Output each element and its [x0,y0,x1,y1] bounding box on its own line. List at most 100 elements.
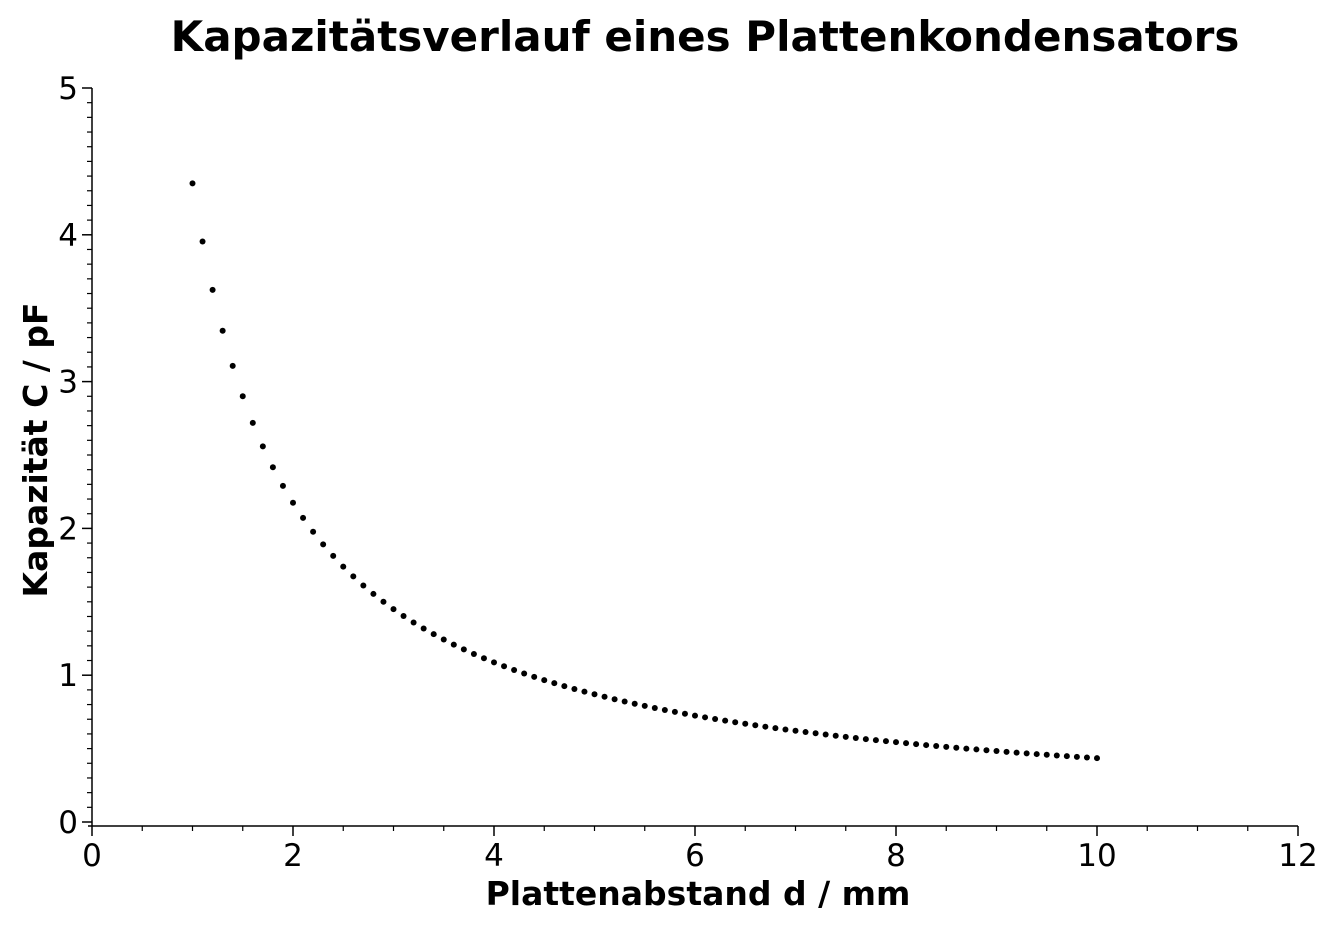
data-point [1094,755,1100,762]
data-point [692,712,698,719]
x-tick-label: 2 [283,838,303,874]
data-point [782,726,789,733]
data-point [832,732,839,739]
data-point [681,710,688,717]
data-point [842,733,849,740]
data-point [752,722,759,729]
data-point [993,748,1000,755]
data-point [541,677,548,684]
chart-title: Kapazitätsverlauf eines Plattenkondensat… [170,12,1240,61]
data-point [1013,749,1020,756]
data-point [742,720,749,727]
data-point [913,741,920,748]
data-point [501,663,508,670]
data-point [732,719,739,726]
data-point [872,737,879,744]
data-point [480,655,487,662]
data-point [400,613,407,620]
data-point [651,704,658,711]
data-point [802,729,809,736]
data-point [702,714,709,721]
data-point [269,464,276,471]
data-point [1053,752,1060,759]
data-point [983,747,990,754]
data-point [229,362,236,369]
x-tick-label: 12 [1278,838,1317,874]
data-point [581,688,588,695]
x-tick-label: 4 [484,838,504,874]
data-point [923,742,930,749]
data-point [511,666,518,673]
y-tick-label: 5 [58,71,78,107]
y-tick-label: 1 [58,658,78,694]
data-point [712,716,719,723]
data-point [661,706,668,713]
data-point [430,631,437,638]
y-tick-label: 4 [58,218,78,254]
x-tick-label: 8 [886,838,906,874]
data-point [199,238,206,245]
data-point [591,691,598,698]
data-point [1063,753,1070,760]
data-point [320,541,327,548]
data-point [450,641,457,648]
y-tick-label: 2 [58,511,78,547]
data-point [1083,754,1090,761]
data-point [219,327,226,334]
data-point [531,673,538,680]
data-point [310,528,317,535]
ticks [82,87,1299,836]
data-point [792,727,799,734]
data-point [491,659,497,666]
data-point [641,702,648,709]
data-point [882,738,889,745]
data-point [209,286,216,293]
data-point [279,482,286,489]
data-point [943,743,950,750]
data-point [410,619,417,626]
data-point [340,563,347,570]
y-tick-label: 3 [58,365,78,401]
data-point [460,646,467,653]
data-point [762,723,769,730]
data-point [631,700,638,707]
data-point [933,742,940,749]
data-point [300,514,307,521]
x-tick-label: 6 [685,838,705,874]
data-point [601,693,608,700]
data-point [420,625,427,632]
data-point [521,670,528,677]
data-point [963,745,970,752]
data-point [893,739,899,746]
data-point [571,685,578,692]
data-point [249,419,256,426]
data-point [822,731,829,738]
data-point [239,393,246,400]
data-point [470,650,477,657]
data-point [330,552,337,559]
data-point [862,736,869,743]
data-point [561,683,568,690]
x-axis-label: Plattenabstand d / mm [486,874,911,913]
data-point [772,725,779,732]
data-point [671,708,678,715]
data-point [390,606,397,613]
data-points [189,180,1100,762]
data-point [903,740,910,747]
data-point [259,443,266,450]
data-point [1033,751,1040,758]
data-point [1043,751,1050,758]
data-point [290,499,296,506]
data-point [551,680,558,687]
data-point [360,582,367,589]
x-tick-label: 10 [1077,838,1116,874]
data-point [722,717,729,724]
data-point [380,598,387,605]
data-point [852,734,859,741]
data-point [1023,750,1030,757]
data-point [812,730,819,737]
data-point [611,696,618,703]
data-point [953,744,960,751]
